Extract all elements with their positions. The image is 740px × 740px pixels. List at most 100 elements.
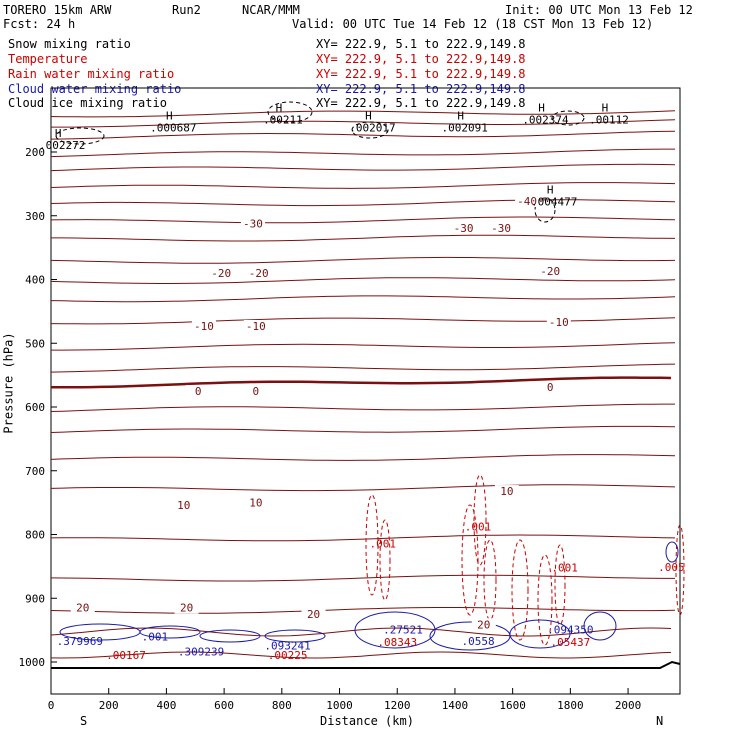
snow-max-value: .002017 <box>349 122 395 135</box>
temperature-label-bg <box>538 381 563 394</box>
snow-max-marker: H <box>602 101 609 114</box>
temperature-label-bg <box>174 601 199 614</box>
rain-label: .001 <box>370 537 397 550</box>
snow-contour <box>55 127 105 145</box>
temperature-label: -20 <box>540 265 560 278</box>
snow-contour <box>351 121 389 139</box>
cloud-water-label: .094350 <box>547 623 593 636</box>
snow-max-marker: H <box>547 184 554 197</box>
rain-contour <box>379 519 391 601</box>
cloud-water-label: .093241 <box>264 639 310 652</box>
isotherm-line <box>50 484 676 492</box>
snow-contour <box>534 197 556 223</box>
cloud-water-contour <box>199 629 261 643</box>
isotherm-line <box>50 403 675 412</box>
plot-frame <box>50 87 681 695</box>
y-tick-label: 1000 <box>19 656 46 669</box>
rain-label: .00225 <box>268 649 308 662</box>
rain-contour <box>473 474 487 566</box>
init-time: Init: 00 UTC Mon 13 Feb 12 <box>505 3 693 17</box>
temperature-label: -40 <box>517 195 537 208</box>
rain-contour <box>554 544 566 626</box>
y-tick-label: 900 <box>25 592 45 605</box>
snow-max-marker: H <box>276 101 283 114</box>
isotherm-line <box>50 295 676 303</box>
field-label-snow: Snow mixing ratio <box>8 37 131 51</box>
isotherm-line <box>50 277 676 284</box>
x-tick-label: 1200 <box>384 699 411 712</box>
isotherm-line <box>50 163 676 172</box>
snow-max-value: .002091 <box>442 122 488 135</box>
cloud-water-label: .27521 <box>383 623 423 636</box>
temperature-label: 20 <box>477 618 490 631</box>
xy-range-temperature: XY= 222.9, 5.1 to 222.9,149.8 <box>316 52 526 66</box>
ground-surface-line <box>51 660 681 669</box>
rain-contour <box>511 539 529 641</box>
isotherm-line <box>50 651 672 659</box>
y-tick-label: 300 <box>25 210 45 223</box>
cloud-water-contour <box>583 611 617 641</box>
field-label-cloud-water: Cloud water mixing ratio <box>8 82 182 96</box>
y-tick-label: 400 <box>25 274 45 287</box>
rain-contour <box>483 539 497 621</box>
isotherm-line <box>50 317 676 325</box>
isotherm-line <box>50 182 676 189</box>
temperature-label: 10 <box>249 497 262 510</box>
temperature-label-bg <box>240 217 265 230</box>
rain-label: .05437 <box>550 636 590 649</box>
isotherm-line <box>50 130 676 140</box>
x-tick-label: 1400 <box>442 699 469 712</box>
temperature-label: 20 <box>180 602 193 615</box>
rain-contour <box>675 524 685 616</box>
rain-contour <box>461 504 479 616</box>
snow-max-marker: H <box>538 101 545 114</box>
snow-contour <box>267 101 313 123</box>
snow-max-marker: H <box>55 127 62 140</box>
rain-contour <box>365 494 379 596</box>
temperature-label: 20 <box>307 608 320 621</box>
isotherm-line <box>50 607 676 614</box>
isotherm-line <box>51 342 676 351</box>
snow-contour <box>551 110 585 126</box>
rain-contour <box>537 554 553 646</box>
rain-label: .005 <box>658 561 685 574</box>
x-tick-label: 0 <box>48 699 55 712</box>
temperature-label: -30 <box>454 222 474 235</box>
temperature-label-bg <box>191 319 216 332</box>
snow-max-value: .000687 <box>150 122 196 135</box>
freezing-level-line <box>51 376 672 389</box>
y-axis-title: Pressure (hPa) <box>1 332 16 434</box>
temperature-label-bg <box>546 316 571 329</box>
cloud-water-contour <box>665 541 679 563</box>
y-tick-label: 200 <box>25 146 45 159</box>
org-label: NCAR/MMM <box>242 3 300 17</box>
snow-max-value: .002374 <box>522 113 569 126</box>
temperature-label-bg <box>494 485 519 498</box>
snow-max-marker: H <box>166 110 173 123</box>
isotherm-line <box>51 119 676 128</box>
temperature-label: -30 <box>491 222 511 235</box>
run-label: Run2 <box>172 3 201 17</box>
y-tick-label: 500 <box>25 337 45 350</box>
temperature-label-bg <box>186 384 211 397</box>
temperature-label-bg <box>243 384 268 397</box>
temperature-label-bg <box>171 499 196 512</box>
isotherm-line <box>50 256 676 264</box>
field-label-cloud-ice: Cloud ice mixing ratio <box>8 96 167 110</box>
temperature-label: -10 <box>194 320 214 333</box>
isotherm-line <box>50 199 676 207</box>
snow-max-marker: H <box>365 110 372 123</box>
temperature-label-bg <box>243 319 268 332</box>
x-tick-label: 1000 <box>326 699 353 712</box>
valid-time: Valid: 00 UTC Tue 14 Feb 12 (18 CST Mon … <box>292 17 654 31</box>
x-tick-label: 200 <box>99 699 119 712</box>
x-tick-label: 600 <box>214 699 234 712</box>
xy-range-snow: XY= 222.9, 5.1 to 222.9,149.8 <box>316 37 526 51</box>
cloud-water-label: .379969 <box>57 635 103 648</box>
isotherm-line <box>50 148 675 158</box>
y-tick-label: 700 <box>25 465 45 478</box>
isotherm-line <box>50 425 676 433</box>
temperature-label: 0 <box>253 385 260 398</box>
field-label-rain: Rain water mixing ratio <box>8 67 175 81</box>
x-tick-label: 400 <box>156 699 176 712</box>
